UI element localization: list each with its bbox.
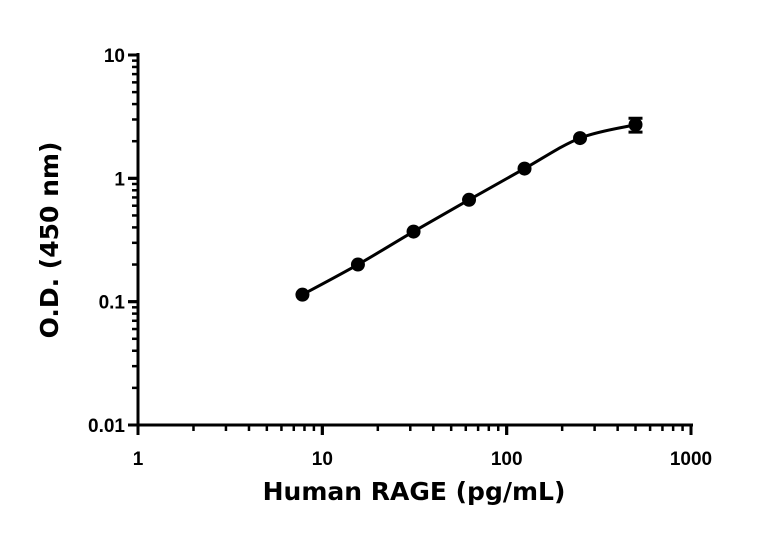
y-tick-label: 0.1	[99, 293, 126, 314]
data-point	[517, 161, 532, 176]
y-axis-label: O.D. (450 nm)	[35, 142, 64, 339]
fit-curve	[301, 123, 636, 296]
y-tick-label: 10	[104, 46, 125, 67]
data-point	[295, 287, 310, 302]
data-point	[406, 224, 421, 239]
x-tick-label: 1000	[670, 449, 712, 470]
data-point	[628, 117, 643, 132]
x-tick-label: 100	[491, 449, 523, 470]
x-tick-label: 1	[133, 449, 144, 470]
y-tick-label: 1	[114, 169, 125, 190]
x-tick-label: 10	[312, 449, 333, 470]
axes	[128, 53, 693, 435]
data-points	[295, 116, 643, 302]
tick-labels: 1 10 100 1000 0.01 0.1 1 10	[88, 46, 712, 470]
data-point	[573, 131, 588, 146]
data-point	[350, 257, 365, 272]
y-tick-label: 0.01	[88, 416, 125, 437]
data-point	[462, 192, 477, 207]
x-axis-label: Human RAGE (pg/mL)	[263, 477, 566, 506]
